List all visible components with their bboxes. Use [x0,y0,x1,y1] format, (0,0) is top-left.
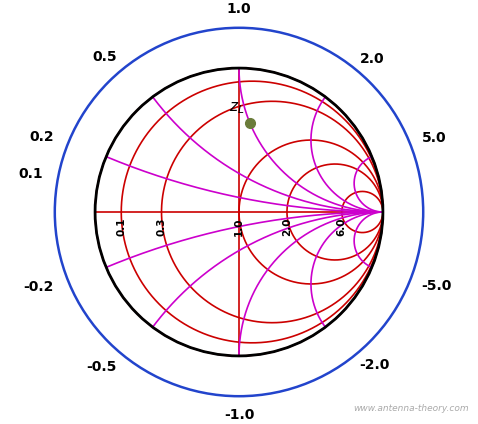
Text: 0.5: 0.5 [92,50,117,64]
Text: 0.1: 0.1 [18,167,43,181]
Text: -1.0: -1.0 [224,408,254,422]
Text: 0.2: 0.2 [29,130,54,144]
Text: -5.0: -5.0 [422,279,452,293]
Text: -0.5: -0.5 [87,360,117,374]
Text: 6.0: 6.0 [337,218,347,236]
Text: 5.0: 5.0 [422,131,446,145]
Text: 1.0: 1.0 [227,2,251,16]
Text: 0.1: 0.1 [116,218,126,236]
Text: 2.0: 2.0 [282,218,292,236]
Text: -0.2: -0.2 [23,280,54,294]
Text: www.antenna-theory.com: www.antenna-theory.com [354,404,469,413]
Text: $z_L$: $z_L$ [229,100,244,116]
Text: 0.3: 0.3 [156,218,166,236]
Text: 1.0: 1.0 [234,218,244,236]
Text: -2.0: -2.0 [359,358,390,372]
Text: 2.0: 2.0 [359,52,384,66]
